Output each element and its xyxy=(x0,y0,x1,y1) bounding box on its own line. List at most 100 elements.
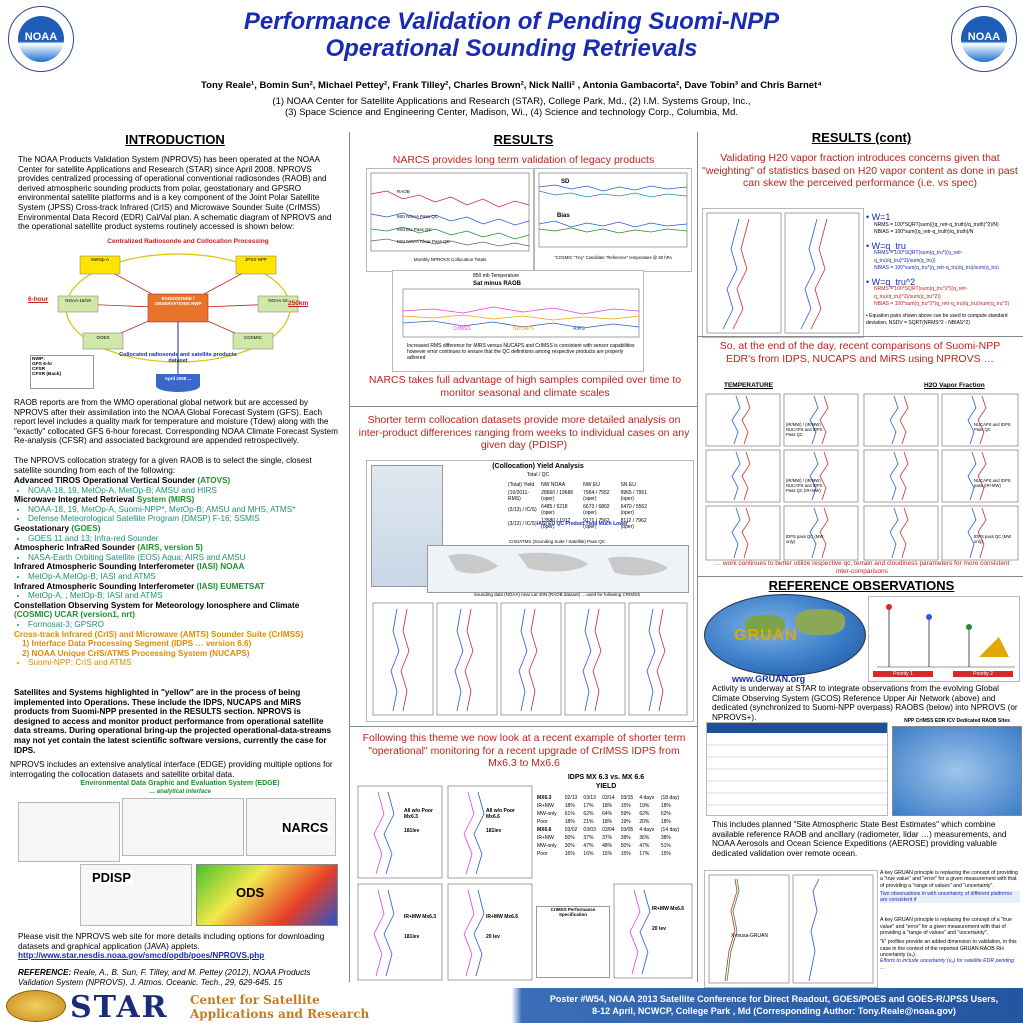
results-separator-2 xyxy=(349,726,697,727)
schematic-bottom: Collocated radiosonde and satellite prod… xyxy=(119,352,237,364)
schematic-right-label: 250km xyxy=(288,300,309,307)
npp-sites-map xyxy=(892,726,1022,816)
results-separator xyxy=(349,406,697,407)
idps-yield: YIELD xyxy=(595,783,617,790)
h2o-label: H2O Vapor Fraction xyxy=(924,382,985,389)
intro-heading: INTRODUCTION xyxy=(125,132,225,147)
intro-paragraph-2: RAOB reports are from the WMO operationa… xyxy=(14,398,338,446)
chart2-subtitle: Sat minus RAOB xyxy=(473,281,522,287)
systems-list: Advanced TIROS Operational Vertical Soun… xyxy=(14,476,338,668)
star-logo-subtitle: Center for Satellite Applications and Re… xyxy=(190,993,370,1021)
series-label: AIRS xyxy=(573,326,585,332)
xmusa-label: X-musa-GRUAN xyxy=(731,933,768,939)
results-cont-separator xyxy=(697,336,1023,337)
intro-paragraph-1: The NOAA Products Validation System (NPR… xyxy=(18,155,332,232)
ods-label: ODS xyxy=(236,885,265,900)
chart-legend-label: MSI NOAA Clear Pass QC xyxy=(397,239,451,244)
schematic-center: RADIOSONDE / OBSERVATIONS NWP xyxy=(154,296,202,306)
schematic-node: MetOp-A xyxy=(90,257,109,262)
edge-screenshot-1 xyxy=(18,802,120,862)
affiliations: (1) NOAA Center for Satellite Applicatio… xyxy=(272,96,751,118)
schematic-left-label: 6-hour xyxy=(28,296,49,303)
results-cont-header-2: So, at the end of the day, recent compar… xyxy=(719,340,1001,365)
results-cont-header-1: Validating H20 vapor fraction introduces… xyxy=(702,152,1018,189)
chart1-caption: Monthly NPROVS Collocation Totals xyxy=(413,257,487,262)
nprovs-schematic: Centralized Radiosonde and Collocation P… xyxy=(28,238,328,398)
sase-text: This includes planned "Site Atmospheric … xyxy=(712,820,1007,858)
results-cont-heading: RESULTS (cont) xyxy=(811,130,912,145)
gruan-globe xyxy=(704,594,866,676)
chart1-caption-2: "COSMIC "Tiny" Candidate "Reference" tem… xyxy=(554,255,672,260)
suomi-npp-comparison: TEMPERATURE H2O Vapor Fraction xyxy=(704,382,1020,562)
idps-panel-label: IR+MW Mx6.6 xyxy=(652,906,685,912)
idps-panel-label: All w/o Poor Mx6.3 xyxy=(404,808,433,820)
activity-text: Activity is underway at STAR to integrat… xyxy=(712,684,1018,722)
profile-label: NUCAPS and IDPS pass (IR+MW) xyxy=(974,478,1011,488)
work-note: … work continues to better utilize respe… xyxy=(714,560,1010,575)
pdisp-label: PDISP xyxy=(90,870,134,885)
star-logo-text: STAR xyxy=(70,990,169,1025)
yield-table: (Total) Yield NW NOAA NW EU SN EU (10/2011-… xyxy=(508,482,647,530)
chart2-note: Increased RMS difference for MIRS versus… xyxy=(407,343,635,361)
series-label: NUCAPS xyxy=(513,326,534,332)
profile-label: (IR/MW) / (IR/MW) NUCAPS and IDPS Pass Q… xyxy=(786,478,823,493)
results-heading: RESULTS xyxy=(493,132,554,147)
chart2-title: 850 mb Temperature xyxy=(473,273,520,279)
idps-panel-sub: 20 lev xyxy=(486,934,500,940)
intro-paragraph-6: Please visit the NPROVS web site for mor… xyxy=(18,932,325,951)
footer-bar xyxy=(0,988,1023,1023)
results-header-2: NARCS takes full advantage of high sampl… xyxy=(368,374,682,399)
yield-subtitle: Total / QC xyxy=(526,472,550,478)
temp-850mb-chart: 850 mb Temperature Sat minus RAOB CrIMSS… xyxy=(392,270,644,372)
schematic-db: April 2008 ... xyxy=(164,376,192,381)
npp-table-title: NPP CrIMSS EDR ICV Dedicated RAOB Sites xyxy=(904,718,1010,724)
npp-sites-table xyxy=(706,722,888,816)
star-emblem-icon xyxy=(6,990,66,1022)
yield-note: IASI EU QC Product Yield Much Lower xyxy=(537,521,628,527)
intro-paragraph-3: The NPROVS collocation strategy for a gi… xyxy=(14,456,312,475)
noaa-logo-right: NOAA xyxy=(951,6,1017,72)
schematic-node: JPSS-NPP xyxy=(244,257,267,262)
results-header-1: NARCS provides long term validation of l… xyxy=(392,154,655,166)
yield-title: (Collocation) Yield Analysis xyxy=(492,463,584,470)
idps-title: IDPS MX 6.3 vs. MX 6.6 xyxy=(567,774,645,781)
edge-montage: Environmental Data Graphic and Evaluatio… xyxy=(10,780,340,928)
gruan-key-notes: A key GRUAN principle is replacing the c… xyxy=(880,870,1020,971)
schematic-node: COSMIC xyxy=(244,335,262,340)
crimss-perf-table: CrIMSS Performance Specification xyxy=(536,906,610,978)
results-header-4: Following this theme we now look at a re… xyxy=(362,732,686,769)
gruan-url[interactable]: www.GRUAN.org xyxy=(732,674,806,684)
gruan-label: GRUAN xyxy=(734,627,798,644)
h2o-weighting-chart xyxy=(702,208,864,338)
idps-panel-sub: 181lev xyxy=(404,828,420,834)
schematic-node: NOAA-15 xyxy=(268,298,288,303)
nprovs-url[interactable]: http://www.star.nesdis.noaa.gov/smcd/opd… xyxy=(18,951,265,960)
schematic-nwp: NWP: GFS 6-hr CFSR CFSR (Back) xyxy=(30,355,94,389)
priority-2: Priority 2 xyxy=(953,671,1013,677)
priority-1: Priority 1 xyxy=(873,671,933,677)
map-caption-2: Sounding data (NOAA) near Lat 40N (RAOB … xyxy=(473,592,641,597)
ref-separator xyxy=(697,576,1023,577)
map-caption-1: CrIS/ATMS (Sounding Suite / Satellite) P… xyxy=(508,539,606,544)
idps-panel-sub: 181lev xyxy=(486,828,502,834)
chart-label-bias: Bias xyxy=(557,213,570,219)
chart-legend-label: MSI NOAA Pass QC xyxy=(397,214,439,219)
collocation-world-map xyxy=(427,545,689,593)
idps-panel-label: IR+MW Mx6.3 xyxy=(404,914,437,920)
chart-legend-label: MSI EU Pass QC xyxy=(397,227,432,232)
edge-screenshot-2 xyxy=(122,798,244,856)
idps-comparison: IDPS MX 6.3 vs. MX 6.6 YIELD MX6.3 02/13 0… xyxy=(356,774,694,984)
narcs-label: NARCS xyxy=(280,820,331,835)
weighting-equations: • W=1 NRMS = 100*SQRT(sum(((q_retr-q_tru… xyxy=(866,212,1010,327)
results-header-3: Shorter term collocation datasets provid… xyxy=(358,414,690,451)
collocation-yield-figure: (Collocation) Yield Analysis Total / QC … xyxy=(366,460,694,722)
landmass xyxy=(745,615,785,635)
idps-yield-table: MX6.3 02/13 03/13 03/14 03/15 4 days (18 day) … xyxy=(537,795,680,857)
profile-label: NUCAPS and IDPS Pass QC xyxy=(974,422,1011,432)
reference-obs-heading: REFERENCE OBSERVATIONS xyxy=(768,578,955,593)
idps-panel-sub: 20 lev xyxy=(652,926,666,932)
edge-ods-map xyxy=(196,864,338,926)
chart-legend-label: RAOB xyxy=(397,189,410,194)
npp-sites: NPP CrIMSS EDR ICV Dedicated RAOB Sites xyxy=(704,718,1022,816)
authors: Tony Reale¹, Bomin Sun², Michael Pettey²… xyxy=(201,80,822,91)
